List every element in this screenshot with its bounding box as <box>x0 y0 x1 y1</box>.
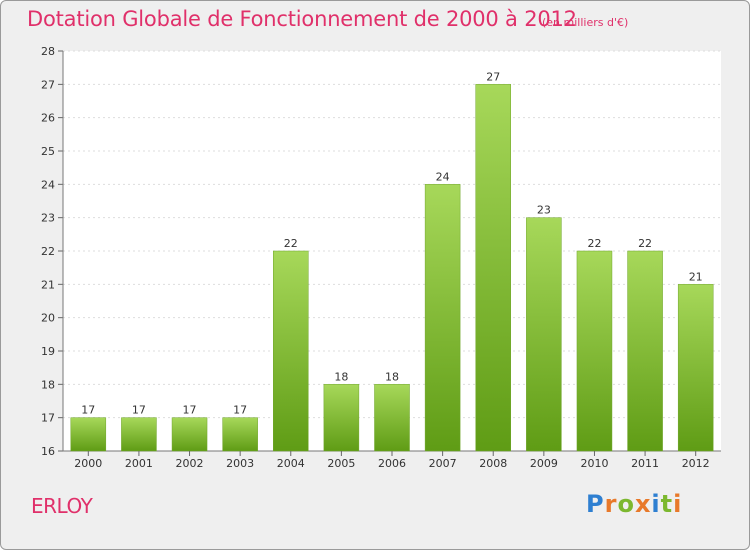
y-tick-label: 17 <box>41 412 55 425</box>
logo-letter: i <box>651 490 661 518</box>
bar <box>677 284 714 452</box>
logo-letter: r <box>604 490 618 518</box>
logo-letter: t <box>660 490 674 518</box>
data-label: 17 <box>81 404 95 417</box>
y-tick-label: 25 <box>41 145 55 158</box>
bar <box>576 250 613 452</box>
bar <box>171 417 208 452</box>
y-tick-label: 22 <box>41 245 55 258</box>
data-label: 18 <box>334 370 348 383</box>
y-tick-label: 18 <box>41 378 55 391</box>
x-tick-label: 2012 <box>682 457 710 470</box>
x-tick-label: 2007 <box>429 457 457 470</box>
x-tick-label: 2006 <box>378 457 406 470</box>
data-label: 18 <box>385 370 399 383</box>
data-label: 22 <box>587 237 601 250</box>
bar <box>627 250 663 452</box>
bar <box>374 384 410 452</box>
y-tick-label: 26 <box>41 112 55 125</box>
y-tick-label: 16 <box>41 445 55 458</box>
x-tick-label: 2005 <box>327 457 355 470</box>
logo-letter: x <box>634 490 652 518</box>
x-tick-label: 2002 <box>176 457 204 470</box>
x-tick-label: 2009 <box>530 457 558 470</box>
logo-letter: i <box>673 490 683 518</box>
bar <box>475 84 511 452</box>
x-tick-label: 2008 <box>479 457 507 470</box>
data-label: 24 <box>436 170 450 183</box>
data-label: 17 <box>183 404 197 417</box>
data-label: 17 <box>233 404 247 417</box>
bar <box>424 184 461 452</box>
commune-name: ERLOY <box>31 494 93 518</box>
data-label: 21 <box>689 270 703 283</box>
logo-letter: P <box>586 490 605 518</box>
y-tick-label: 20 <box>41 312 55 325</box>
bar <box>273 250 309 452</box>
data-label: 23 <box>537 204 551 217</box>
x-tick-label: 2000 <box>74 457 102 470</box>
bar <box>70 417 107 452</box>
bar <box>121 417 157 452</box>
bar <box>526 217 562 452</box>
logo-letter: o <box>617 490 635 518</box>
x-tick-label: 2011 <box>631 457 659 470</box>
y-tick-label: 27 <box>41 78 55 91</box>
data-label: 17 <box>132 404 146 417</box>
y-tick-label: 19 <box>41 345 55 358</box>
x-tick-label: 2003 <box>226 457 254 470</box>
data-label: 22 <box>638 237 652 250</box>
y-tick-label: 24 <box>41 178 55 191</box>
data-label: 22 <box>284 237 298 250</box>
bar <box>222 417 258 452</box>
proxiti-logo: Proxiti <box>586 490 682 518</box>
y-tick-label: 23 <box>41 212 55 225</box>
x-tick-label: 2010 <box>580 457 608 470</box>
x-tick-label: 2004 <box>277 457 305 470</box>
y-tick-label: 28 <box>41 45 55 58</box>
data-label: 27 <box>486 70 500 83</box>
bar <box>323 384 360 452</box>
x-tick-label: 2001 <box>125 457 153 470</box>
chart-title: Dotation Globale de Fonctionnement de 20… <box>27 7 577 31</box>
y-tick-label: 21 <box>41 278 55 291</box>
chart-subtitle: (en milliers d'€) <box>542 16 629 29</box>
